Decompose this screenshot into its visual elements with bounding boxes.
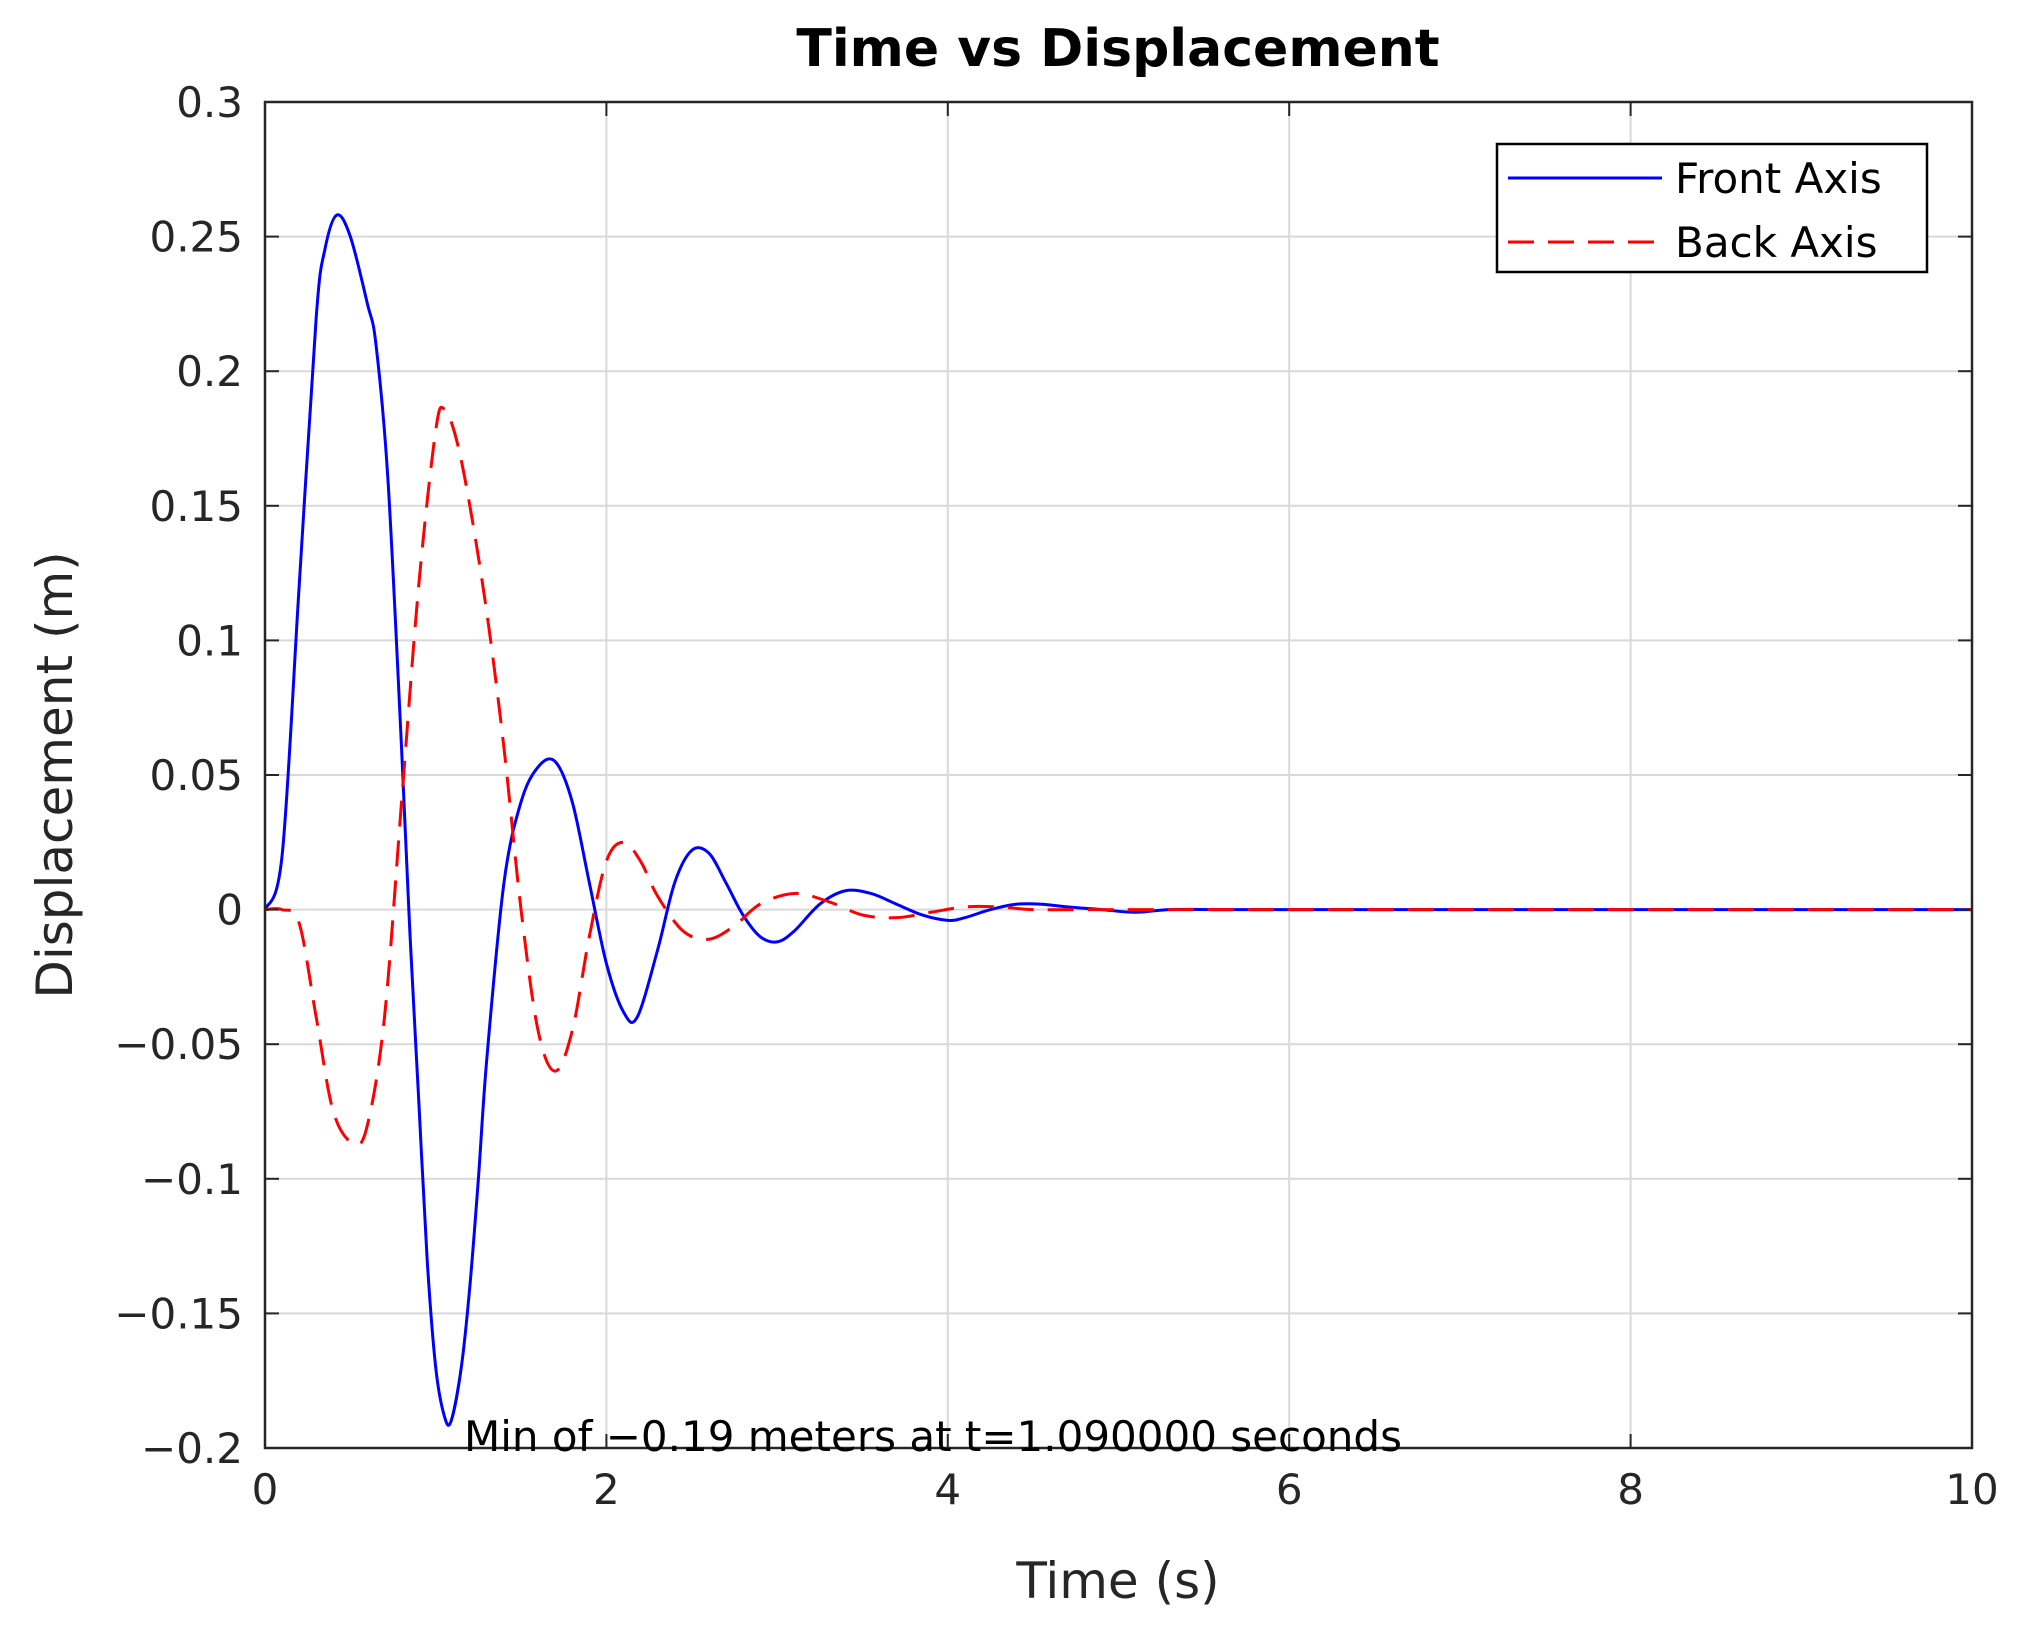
y-tick-label: −0.05	[114, 1020, 243, 1069]
y-tick-label: 0	[216, 886, 243, 935]
x-tick-label: 4	[934, 1465, 961, 1514]
ticks: 0 2 4 6 8 10 −0.2 −0.15 −0.1 −0.05 0 0.05 0.1 0.15 0.2…	[114, 78, 1998, 1514]
y-axis-label: Displacement (m)	[26, 551, 84, 998]
y-tick-label: −0.1	[141, 1155, 243, 1204]
x-axis-label: Time (s)	[1015, 1552, 1219, 1610]
legend-label-front-axis: Front Axis	[1675, 154, 1882, 203]
legend: Front Axis Back Axis	[1495, 142, 1929, 274]
x-tick-label: 6	[1276, 1465, 1303, 1514]
y-tick-label: −0.15	[114, 1289, 243, 1338]
x-tick-label: 2	[593, 1465, 620, 1514]
x-tick-label: 10	[1945, 1465, 1998, 1514]
series-line-front-axis	[263, 213, 1972, 1427]
y-tick-label: 0.05	[149, 751, 243, 800]
legend-box	[1495, 142, 1929, 274]
y-tick-label: 0.15	[149, 482, 243, 531]
y-tick-label: 0.25	[149, 213, 243, 262]
x-tick-label: 0	[252, 1465, 279, 1514]
chart-title: Time vs Displacement	[796, 19, 1439, 79]
series-line-back-axis	[264, 405, 1972, 1147]
y-tick-label: 0.2	[176, 347, 243, 396]
y-tick-label: 0.1	[176, 616, 243, 665]
y-tick-label: −0.2	[141, 1424, 243, 1473]
min-annotation: Min of −0.19 meters at t=1.090000 second…	[464, 1412, 1402, 1461]
series-layer	[263, 213, 1972, 1427]
y-tick-label: 0.3	[176, 78, 243, 127]
legend-label-back-axis: Back Axis	[1675, 218, 1877, 267]
x-tick-label: 8	[1617, 1465, 1644, 1514]
